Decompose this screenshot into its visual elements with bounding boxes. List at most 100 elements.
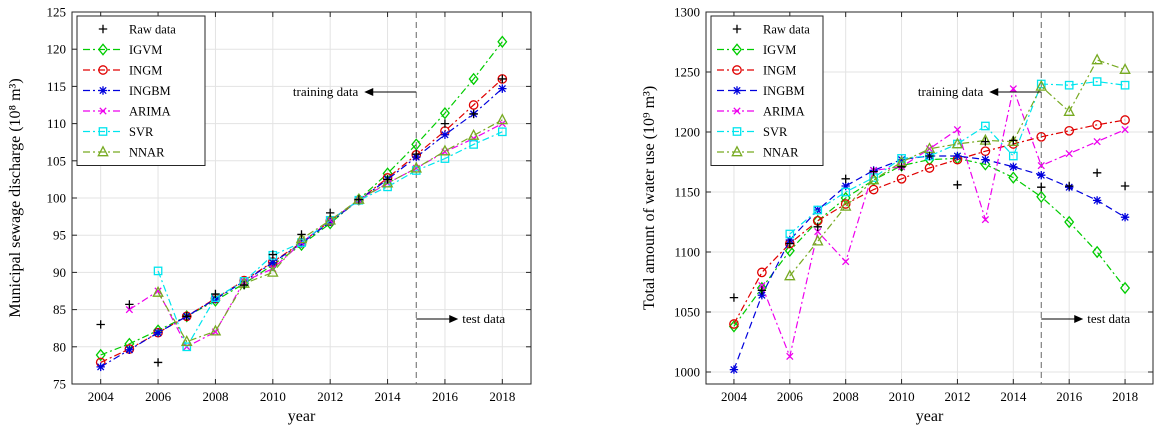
legend-marker	[98, 24, 108, 34]
point-arima-2008	[842, 257, 850, 266]
series-line-arima	[761, 86, 1126, 359]
point-igvm-2006	[784, 244, 795, 258]
point-nnar-2011	[295, 232, 308, 244]
point-nnar-2015	[1035, 79, 1048, 91]
point-ingm-2017	[1092, 119, 1102, 130]
point-raw-2004	[729, 293, 739, 302]
point-nnar-2007	[180, 335, 193, 346]
point-arima-2013	[981, 215, 990, 224]
y-tick-label-4: 95	[53, 228, 66, 243]
point-igvm-2004	[95, 348, 106, 362]
point-raw-2011	[297, 230, 306, 239]
point-raw-2006	[153, 358, 163, 367]
point-ingbm-2012	[953, 151, 962, 161]
point-svr-2006	[785, 229, 795, 239]
point-svr-2017	[469, 140, 478, 149]
chart-panel-1: 2004 2006 2008 2010 2012 2014 2016 2018 75 80 85 90…	[7, 5, 532, 425]
point-ingm-2011	[924, 163, 935, 173]
x-tick-label-1: 2006	[777, 389, 804, 404]
point-ingbm-2015	[1037, 171, 1046, 180]
x-tick-label-6: 2016	[1056, 389, 1083, 404]
point-nnar-2009	[867, 173, 880, 185]
x-axis-title: year	[288, 408, 316, 425]
point-nnar-2012	[951, 137, 964, 149]
y-tick-label-9: 120	[47, 42, 67, 57]
legend-label: Raw data	[763, 23, 810, 37]
point-svr-2008	[841, 187, 851, 197]
legend-marker	[99, 107, 107, 115]
legend-entry-igvm: IGVM	[83, 43, 162, 57]
test-arrow-head	[1074, 315, 1084, 323]
series-line-svr	[789, 80, 1126, 235]
point-ingbm-2018	[1120, 213, 1130, 222]
legend-label: NNAR	[763, 146, 799, 160]
legend-label: INGM	[129, 64, 162, 78]
legend-label: NNAR	[129, 146, 165, 160]
y-tick-label-6: 105	[47, 153, 67, 168]
point-igvm-2018	[1120, 281, 1131, 295]
point-raw-2011	[925, 151, 934, 161]
point-igvm-2017	[468, 72, 479, 86]
series-ingm	[729, 115, 1130, 329]
series-line-ingm	[733, 119, 1126, 325]
y-tick-label-3: 1150	[674, 185, 700, 200]
y-tick-label-8: 115	[47, 79, 66, 94]
point-raw-2018	[498, 74, 507, 84]
point-arima-2014	[1009, 85, 1017, 93]
legend-marker	[97, 145, 109, 157]
y-tick-label-0: 1000	[674, 365, 700, 380]
point-svr-2018	[497, 127, 507, 137]
y-axis-title: Municipal sewage discharge (10⁸ m³)	[7, 78, 24, 317]
legend-entry-svr: SVR	[83, 125, 154, 139]
point-raw-2010	[897, 162, 906, 171]
y-tick-label-1: 1050	[674, 305, 700, 320]
point-raw-2007	[813, 222, 822, 231]
legend-entry-arima: ARIMA	[83, 105, 171, 119]
point-svr-2006	[153, 266, 163, 276]
legend-label: INGM	[763, 64, 796, 78]
legend-marker	[98, 65, 108, 75]
point-ingm-2016	[1064, 125, 1075, 136]
axes-box	[705, 11, 1154, 385]
y-tick-label-10: 125	[47, 5, 67, 20]
point-svr-2017	[1092, 77, 1102, 86]
point-nnar-2016	[1063, 105, 1075, 116]
point-ingm-2018	[1120, 115, 1130, 125]
point-nnar-2017	[467, 128, 480, 140]
point-nnar-2012	[324, 213, 336, 225]
point-nnar-2016	[439, 144, 451, 156]
legend-entry-arima: ARIMA	[717, 105, 805, 119]
x-tick-label-2: 2008	[202, 389, 228, 404]
y-tick-label-5: 1250	[674, 65, 700, 80]
point-ingbm-2012	[325, 217, 335, 227]
y-axis-title: Total amount of water use (10⁹ m³)	[641, 86, 658, 310]
point-arima-2006	[154, 287, 162, 295]
test-arrow-head	[449, 315, 459, 323]
legend-label: IGVM	[129, 43, 162, 57]
point-nnar-2014	[381, 176, 394, 188]
legend-entry-igvm: IGVM	[717, 43, 796, 57]
point-ingbm-2005	[757, 291, 767, 300]
x-tick-label-0: 2004	[721, 389, 748, 404]
point-igvm-2016	[439, 106, 450, 120]
legend-marker	[98, 127, 108, 136]
point-ingbm-2005	[125, 345, 134, 354]
point-ingm-2015	[1036, 131, 1047, 142]
legend-entry-ingbm: INGBM	[83, 84, 171, 98]
x-tick-label-7: 2018	[489, 389, 515, 404]
point-svr-2013	[981, 121, 990, 131]
legend-marker	[732, 86, 742, 95]
legend-marker	[733, 107, 741, 115]
training-data-label: training data	[293, 84, 359, 99]
series-line-igvm	[733, 157, 1126, 327]
point-raw-2017	[1092, 168, 1102, 177]
legend-entry-raw-data: Raw data	[732, 23, 810, 37]
x-tick-label-0: 2004	[88, 389, 115, 404]
point-raw-2006	[785, 239, 795, 248]
y-tick-label-1: 80	[53, 339, 66, 354]
training-arrow-head	[364, 88, 374, 96]
point-svr-2016	[1064, 80, 1074, 90]
legend-label: IGVM	[763, 43, 796, 57]
x-axis-title: year	[916, 408, 944, 425]
